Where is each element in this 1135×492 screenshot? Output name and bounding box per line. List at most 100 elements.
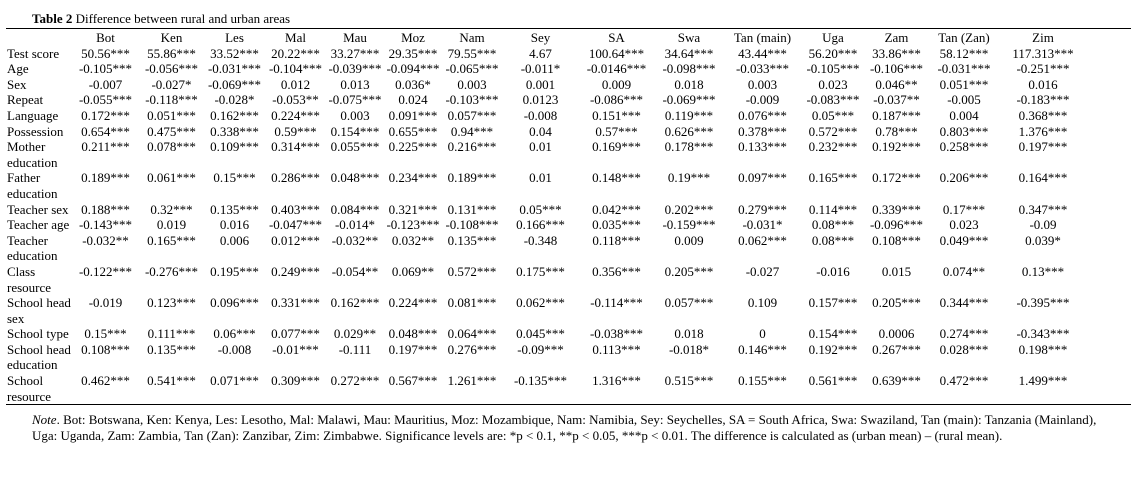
table-cell: -0.019 (88, 295, 123, 311)
row-label: Mother education (7, 139, 58, 170)
table-cell: 33.52*** (210, 45, 259, 61)
table-cell: -0.105*** (806, 61, 860, 77)
table-row: Language 0.172*** 0.051*** 0.162*** 0.224***… (6, 108, 1131, 124)
table-cell: 0.108*** (81, 341, 130, 357)
table-cell: 0.016 (219, 217, 250, 233)
table-cell: 0.15*** (213, 170, 256, 186)
table-cell: 20.22*** (271, 45, 320, 61)
table-cell: -0.031*** (937, 61, 991, 77)
table-cell: 0.17*** (942, 201, 986, 217)
table-cell: -0.007 (88, 76, 123, 92)
table-cell: 0.225*** (388, 139, 438, 155)
table-cell: -0.014* (334, 217, 376, 233)
table-cell: 0.165*** (808, 170, 858, 186)
table-cell: 0.274*** (939, 326, 989, 342)
column-header: Les (204, 27, 265, 46)
table-cell: 0.197*** (1018, 139, 1068, 155)
table-cell: 0.023 (949, 217, 979, 233)
table-cell: 0.198*** (1018, 341, 1068, 357)
column-header: Uga (801, 27, 865, 46)
table-cell: 0.051*** (939, 76, 989, 92)
table-cell: 0.096*** (210, 295, 259, 311)
table-cell: 0.119*** (664, 107, 714, 123)
table-number: Table 2 (32, 11, 73, 26)
table-cell: 0.189*** (81, 170, 130, 186)
table-cell: 0.232*** (808, 139, 858, 155)
row-label: Age (7, 61, 29, 77)
table-cell: 0.403*** (271, 201, 320, 217)
table-cell: 0.118*** (592, 232, 641, 248)
table-cell: 0.091*** (388, 107, 438, 123)
row-label: Language (7, 107, 59, 123)
table-cell: 0.94*** (450, 123, 494, 139)
table-note: Note. Bot: Botswana, Ken: Kenya, Les: Le… (32, 412, 1112, 444)
header-row: Bot Ken Les Mal Mau Moz Nam Sey SA Swa Tan (main) U… (6, 27, 1131, 46)
table-cell: 0.148*** (592, 170, 641, 186)
table-cell: 0.097*** (738, 170, 787, 186)
table-cell: 0.048*** (388, 326, 438, 342)
table-cell: 0.32*** (150, 201, 193, 217)
table-row: Age -0.105*** -0.056*** -0.031*** -0.104*** -… (6, 61, 1131, 77)
table-cell: 0.162*** (330, 295, 380, 311)
table-row: Mother education 0.211*** 0.078*** 0.109***… (6, 139, 1131, 170)
table-cell: 0.001 (525, 76, 556, 92)
column-header: Tan (main) (724, 27, 801, 46)
table-cell: 0.131*** (447, 201, 497, 217)
column-header: Mau (326, 27, 384, 46)
table-cell: 0.626*** (664, 123, 714, 139)
table-cell: 0.004 (949, 107, 979, 123)
table-cell: 0.189*** (447, 170, 497, 186)
table-cell: -0.039*** (328, 61, 382, 77)
table-cell: -0.037** (873, 92, 920, 108)
table-cell: 0.572*** (447, 263, 497, 279)
table-cell: -0.01*** (272, 341, 319, 357)
table-cell: 0.046** (875, 76, 918, 92)
table-cell: 0 (759, 326, 766, 342)
table-cell: 0.071*** (204, 373, 265, 406)
table-cell: 0.036* (395, 76, 431, 92)
table-cell: -0.114*** (590, 295, 643, 311)
table-cell: 0.13*** (1021, 263, 1065, 279)
table-cell: 0.321*** (388, 201, 438, 217)
table-cell: 0.009 (601, 76, 632, 92)
table-cell: 0.19*** (667, 170, 711, 186)
column-header: Moz (384, 27, 442, 46)
row-label: School resource (6, 373, 72, 406)
table-cell: -0.111 (338, 341, 372, 357)
table-cell: 0.062*** (516, 295, 565, 311)
table-cell: 0.211*** (81, 139, 130, 155)
table-cell: -0.009 (745, 92, 780, 108)
table-cell: 0.012*** (271, 232, 320, 248)
table-cell: 0.654*** (81, 123, 130, 139)
table-cell: 0.655*** (388, 123, 438, 139)
table-cell: -0.005 (947, 92, 981, 108)
table-cell: 0.249*** (271, 263, 320, 279)
table-cell: 0.077*** (271, 326, 320, 342)
table-cell: 1.499*** (1000, 373, 1131, 406)
column-header: Bot (72, 27, 139, 46)
row-label: School type (7, 326, 69, 342)
table-cell: -0.018* (668, 341, 710, 357)
table-cell: 1.316*** (579, 373, 654, 406)
table-cell: 0.062*** (738, 232, 787, 248)
table-cell: 117.313*** (1012, 45, 1074, 61)
table-cell: 0.019 (156, 217, 187, 233)
table-cell: -0.011* (520, 61, 561, 77)
table-cell: 0.224*** (271, 107, 320, 123)
table-cell: -0.031*** (207, 61, 262, 77)
table-cell: 0.057*** (447, 107, 497, 123)
table-cell: 0.178*** (664, 139, 714, 155)
table-cell: 100.64*** (588, 45, 645, 61)
rural-urban-difference-table: Bot Ken Les Mal Mau Moz Nam Sey SA Swa Tan (main) U… (6, 27, 1131, 406)
table-cell: 0.356*** (592, 263, 641, 279)
table-cell: 0.205*** (664, 263, 714, 279)
table-cell: 0.042*** (592, 201, 641, 217)
table-cell: 0.206*** (939, 170, 989, 186)
table-row: School head sex -0.019 0.123*** 0.096*** 0.3… (6, 295, 1131, 326)
table-cell: -0.343*** (1016, 326, 1070, 342)
table-cell: -0.118*** (145, 92, 198, 108)
table-cell: 0.123*** (147, 295, 196, 311)
table-cell: 0.069** (391, 263, 435, 279)
table-cell: 0.202*** (664, 201, 714, 217)
table-cell: 0.08*** (811, 232, 855, 248)
